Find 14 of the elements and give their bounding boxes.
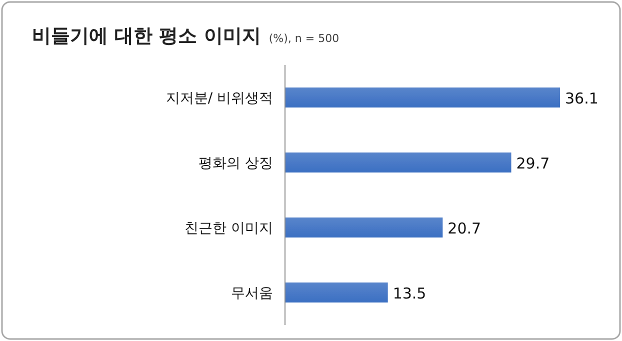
data-label: 36.1 [565, 90, 598, 108]
data-label: 20.7 [448, 220, 482, 238]
bar [285, 152, 512, 172]
bar [285, 282, 388, 302]
data-label: 29.7 [516, 154, 550, 172]
bar [285, 218, 443, 238]
y-tick-label: 친근한 이미지 [184, 220, 273, 236]
chart-subtitle: (%), n = 500 [268, 32, 340, 45]
y-tick-label: 평화의 상징 [198, 156, 273, 172]
data-label: 13.5 [392, 284, 426, 302]
y-tick-label: 지저분/ 비위생적 [166, 90, 273, 106]
bar [285, 88, 560, 108]
chart-title: 비들기에 대한 평소 이미지 [32, 25, 261, 47]
y-tick-label: 무서움 [231, 286, 273, 302]
